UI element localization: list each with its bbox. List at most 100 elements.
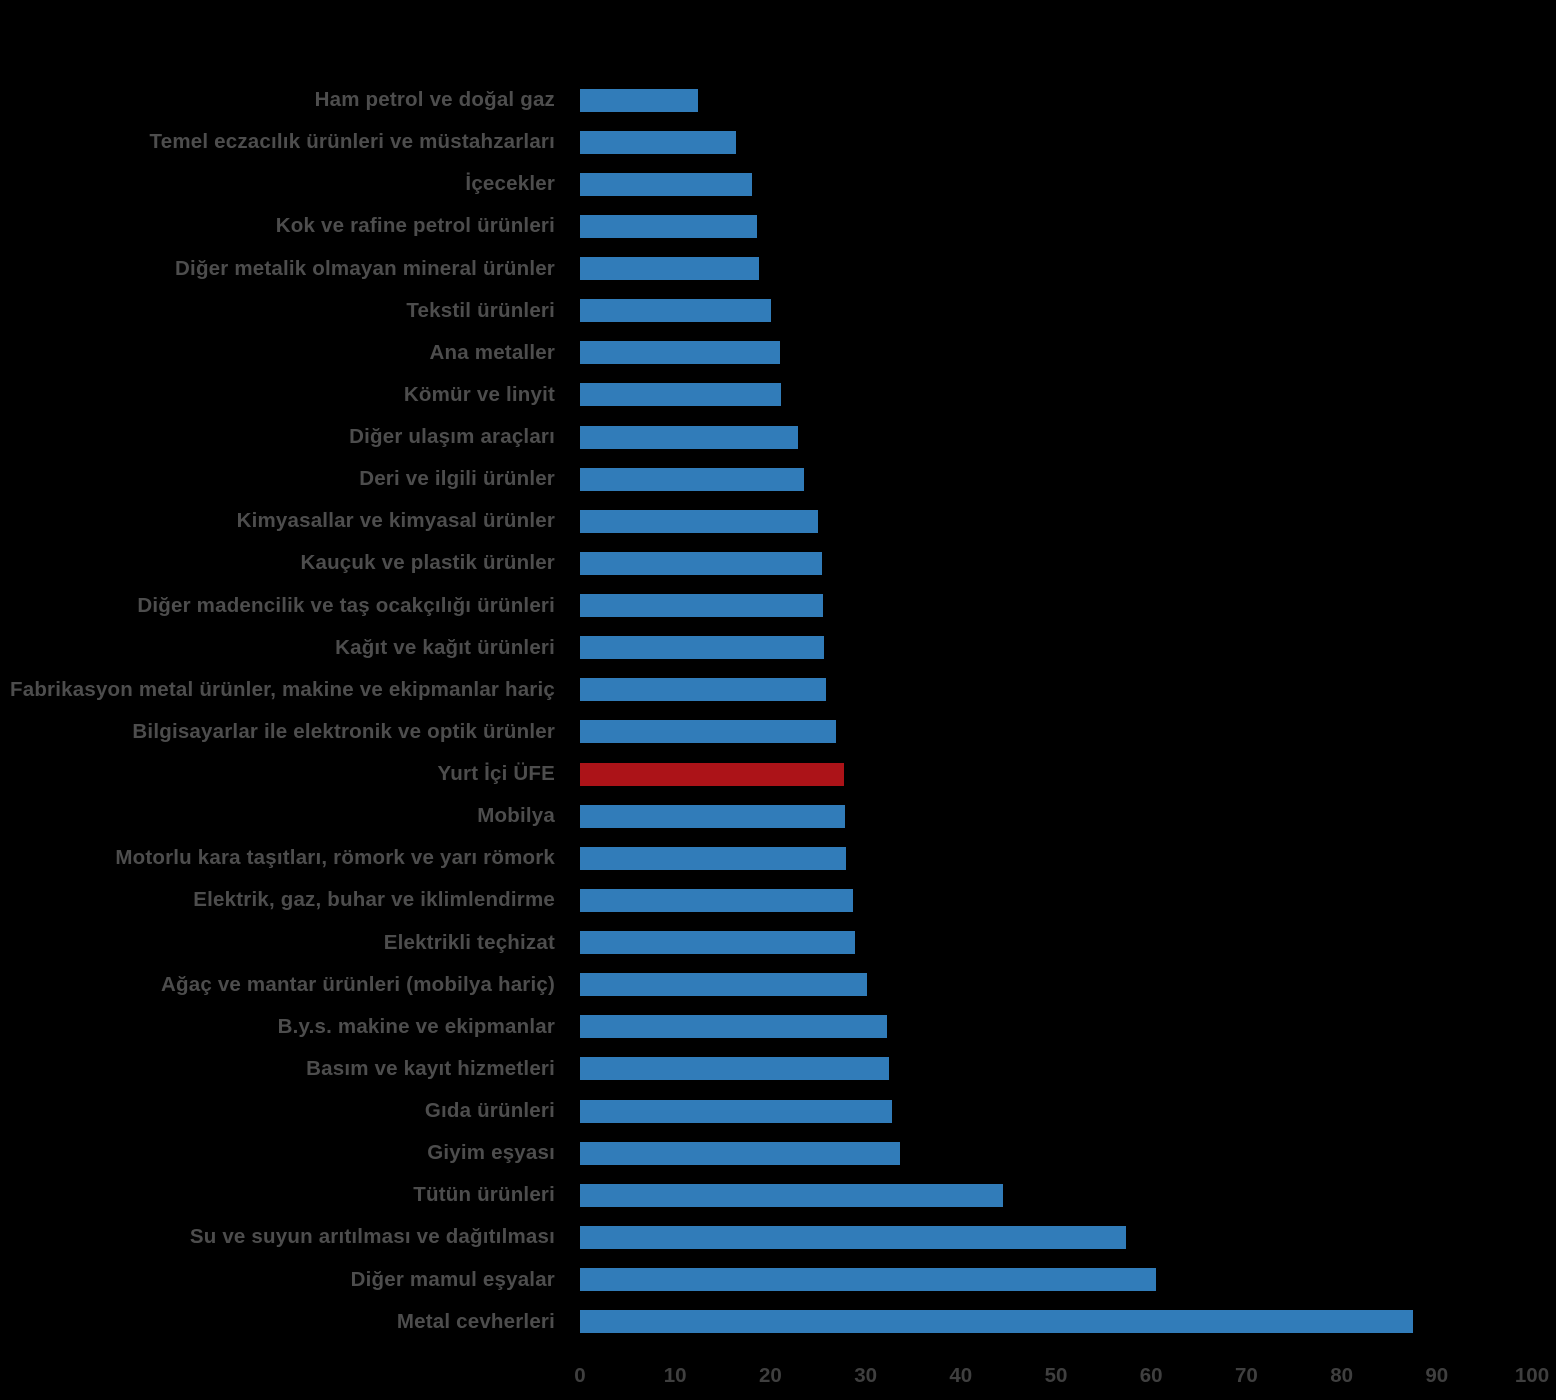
- category-label: Tekstil ürünleri: [406, 298, 555, 322]
- bar: [580, 509, 818, 533]
- x-axis-tick-label: 90: [1425, 1364, 1449, 1387]
- chart-row: Tütün ürünleri: [0, 1174, 1556, 1216]
- x-axis-tick-label: 20: [758, 1364, 782, 1387]
- bar-track: [580, 214, 1532, 238]
- chart-rows: Ham petrol ve doğal gaz Temel eczacılık ü…: [0, 79, 1556, 1343]
- chart-row: Elektrik, gaz, buhar ve iklimlendirme: [0, 879, 1556, 921]
- bar-track: [580, 888, 1532, 912]
- chart-row: Fabrikasyon metal ürünler, makine ve eki…: [0, 669, 1556, 711]
- bar: [580, 257, 759, 281]
- category-label: Tütün ürünleri: [413, 1183, 555, 1207]
- x-axis-tick-label: 30: [854, 1364, 877, 1387]
- chart-row: Metal cevherleri: [0, 1301, 1556, 1343]
- highlight-bar: [580, 762, 844, 786]
- category-label: Mobilya: [477, 804, 555, 828]
- chart-row: Elektrikli teçhizat: [0, 922, 1556, 964]
- x-axis-tick-label: 50: [1044, 1364, 1068, 1387]
- category-label: Kağıt ve kağıt ürünleri: [335, 635, 555, 659]
- bar: [580, 1310, 1413, 1334]
- bar: [580, 299, 772, 323]
- category-label: Su ve suyun arıtılması ve dağıtılması: [189, 1225, 555, 1249]
- bar-track: [580, 1141, 1532, 1165]
- chart-row: Gıda ürünleri: [0, 1090, 1556, 1132]
- category-label: Diğer ulaşım araçları: [349, 425, 555, 449]
- bar: [580, 636, 824, 660]
- bar-track: [580, 130, 1532, 154]
- bar-track: [580, 551, 1532, 575]
- bar: [580, 214, 758, 238]
- bar-track: [580, 636, 1532, 660]
- category-label: İçecekler: [465, 172, 555, 196]
- bar-track: [580, 1183, 1532, 1207]
- chart-row: Kok ve rafine petrol ürünleri: [0, 205, 1556, 247]
- bar-track: [580, 1225, 1532, 1249]
- bar: [580, 678, 826, 702]
- bar: [580, 88, 698, 112]
- bar-track: [580, 172, 1532, 196]
- bar: [580, 846, 846, 870]
- category-label: Metal cevherleri: [396, 1309, 555, 1333]
- category-label: Yurt İçi ÜFE: [437, 762, 555, 786]
- x-axis-tick-label: 60: [1139, 1364, 1163, 1387]
- bar: [580, 1225, 1127, 1249]
- bar-track: [580, 1057, 1532, 1081]
- bar: [580, 1099, 893, 1123]
- x-axis-tick-label: 80: [1330, 1364, 1353, 1387]
- bar: [580, 973, 867, 997]
- x-axis: 0 10 20 30 40 50 60 70 80 90 100: [574, 1364, 1549, 1396]
- bar-track: [580, 678, 1532, 702]
- bar-track: [580, 973, 1532, 997]
- chart-row: Tekstil ürünleri: [0, 290, 1556, 332]
- category-label: Kömür ve linyit: [403, 382, 555, 406]
- chart-row: Motorlu kara taşıtları, römork ve yarı r…: [0, 837, 1556, 879]
- chart-row: Bilgisayarlar ile elektronik ve optik ür…: [0, 711, 1556, 753]
- category-label: Fabrikasyon metal ürünler, makine ve eki…: [10, 677, 555, 701]
- x-axis-tick-label: 100: [1514, 1364, 1550, 1387]
- bar-track: [580, 425, 1532, 449]
- bar: [580, 425, 798, 449]
- category-label: Elektrikli teçhizat: [383, 930, 555, 954]
- bar-track: [580, 257, 1532, 281]
- category-label: Motorlu kara taşıtları, römork ve yarı r…: [115, 846, 555, 870]
- category-label: Deri ve ilgili ürünler: [359, 467, 555, 491]
- bar-track: [580, 594, 1532, 618]
- chart-row: B.y.s. makine ve ekipmanlar: [0, 1006, 1556, 1048]
- chart-row: Mobilya: [0, 795, 1556, 837]
- chart-row: Kauçuk ve plastik ürünler: [0, 542, 1556, 584]
- category-label: Ham petrol ve doğal gaz: [314, 88, 555, 112]
- bar-track: [580, 720, 1532, 744]
- bar: [580, 804, 845, 828]
- chart-row: Kimyasallar ve kimyasal ürünler: [0, 500, 1556, 542]
- bar-track: [580, 88, 1532, 112]
- bar-track: [580, 1099, 1532, 1123]
- category-label: B.y.s. makine ve ekipmanlar: [277, 1014, 555, 1038]
- bar-track: [580, 341, 1532, 365]
- category-label: Diğer mamul eşyalar: [350, 1267, 555, 1291]
- x-axis-tick-label: 10: [663, 1364, 687, 1387]
- bar-track: [580, 1268, 1532, 1292]
- category-label: Giyim eşyası: [427, 1141, 555, 1165]
- category-label: Gıda ürünleri: [424, 1099, 555, 1123]
- bar: [580, 1057, 890, 1081]
- bar-track: [580, 509, 1532, 533]
- x-axis-tick-label: 40: [949, 1364, 973, 1387]
- x-axis-tick-label: 0: [574, 1364, 586, 1387]
- chart-row: Giyim eşyası: [0, 1132, 1556, 1174]
- category-label: Kimyasallar ve kimyasal ürünler: [236, 509, 555, 533]
- bar: [580, 594, 823, 618]
- bar: [580, 467, 804, 491]
- chart-row: Diğer mamul eşyalar: [0, 1259, 1556, 1301]
- chart-row: Diğer madencilik ve taş ocakçılığı ürünl…: [0, 585, 1556, 627]
- chart-row: Su ve suyun arıtılması ve dağıtılması: [0, 1216, 1556, 1258]
- chart-row: Ham petrol ve doğal gaz: [0, 79, 1556, 121]
- bar: [580, 383, 781, 407]
- bar: [580, 931, 856, 955]
- bar-track: [580, 762, 1532, 786]
- bar-track: [580, 467, 1532, 491]
- chart-row: Kağıt ve kağıt ürünleri: [0, 627, 1556, 669]
- bar-track: [580, 1310, 1532, 1334]
- chart-row: Deri ve ilgili ürünler: [0, 458, 1556, 500]
- category-label: Diğer madencilik ve taş ocakçılığı ürünl…: [137, 593, 555, 617]
- category-label: Kauçuk ve plastik ürünler: [300, 551, 555, 575]
- chart-row: Basım ve kayıt hizmetleri: [0, 1048, 1556, 1090]
